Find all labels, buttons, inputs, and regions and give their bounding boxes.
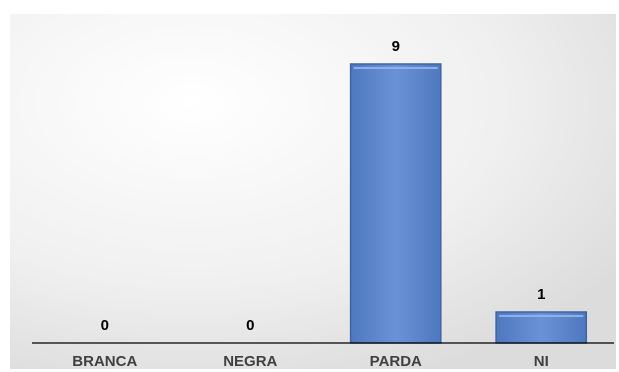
category-labels-group: BRANCA NEGRA PARDA NI — [72, 353, 549, 370]
value-labels-group: 0 0 9 1 — [101, 38, 546, 334]
bars-group — [349, 63, 588, 344]
x-tick-label-ni: NI — [534, 353, 549, 370]
data-label-negra: 0 — [246, 317, 254, 334]
data-label-parda: 9 — [392, 38, 400, 55]
bar-ni — [495, 311, 588, 344]
x-tick-label-branca: BRANCA — [72, 353, 137, 370]
bar-parda — [349, 63, 442, 344]
plot-background — [10, 14, 616, 369]
data-label-ni: 1 — [537, 286, 545, 303]
bar-highlight-parda — [353, 67, 438, 69]
x-tick-label-parda: PARDA — [370, 353, 422, 370]
x-tick-label-negra: NEGRA — [223, 353, 277, 370]
bar-highlight-ni — [499, 315, 584, 317]
data-label-branca: 0 — [101, 317, 109, 334]
